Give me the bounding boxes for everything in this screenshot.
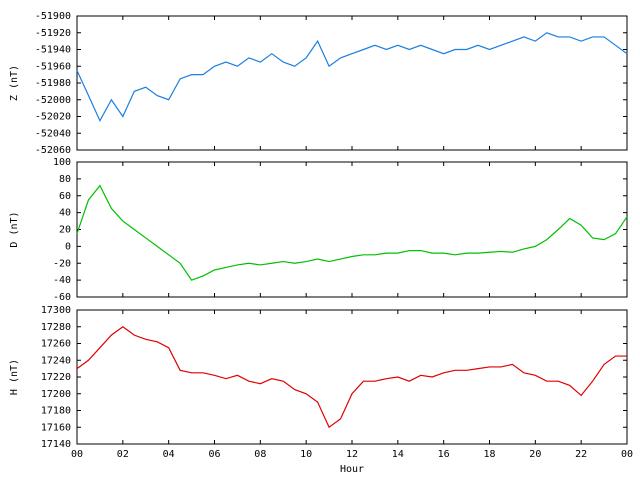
y-tick-label: -52040 [35,128,71,139]
data-line [76,32,628,123]
y-tick-label: -40 [53,275,71,286]
y-tick-label: 17140 [41,439,71,450]
x-axis-label: Hour [340,464,364,475]
y-tick-label: 100 [53,157,71,168]
y-axis-label: H (nT) [9,359,20,395]
y-tick-label: -51920 [35,28,71,39]
y-tick-label: 17300 [41,305,71,316]
y-axis-label: D (nT) [9,211,20,247]
y-tick-label: 17160 [41,422,71,433]
y-tick-label: 0 [65,241,71,252]
x-tick-label: 14 [392,449,404,460]
y-tick-label: 17240 [41,355,71,366]
y-tick-label: -51940 [35,45,71,56]
y-tick-label: 17200 [41,389,71,400]
x-tick-label: 02 [117,449,129,460]
y-tick-label: 60 [59,191,71,202]
y-tick-label: 80 [59,174,71,185]
x-tick-label: 04 [163,449,175,460]
y-tick-label: -51900 [35,11,71,22]
x-tick-label: 00 [621,449,633,460]
plot-frame [76,15,628,151]
y-tick-label: -20 [53,258,71,269]
x-tick-label: 10 [300,449,312,460]
y-tick-label: -51980 [35,78,71,89]
y-tick-label: -52000 [35,95,71,106]
x-tick-label: 22 [575,449,587,460]
plot-frame [76,161,628,298]
y-tick-label: -51960 [35,61,71,72]
data-line [76,184,628,281]
plot-frame [76,309,628,445]
y-tick-label: -52060 [35,145,71,156]
y-tick-label: -52020 [35,112,71,123]
y-tick-label: 17180 [41,406,71,417]
data-line [76,326,627,429]
y-tick-label: -60 [53,292,71,303]
y-axis-label: Z (nT) [9,65,20,101]
y-tick-label: 20 [59,225,71,236]
y-tick-label: 17280 [41,322,71,333]
x-tick-label: 08 [254,449,266,460]
x-tick-label: 00 [71,449,83,460]
y-tick-label: 40 [59,208,71,219]
x-tick-label: 12 [346,449,358,460]
y-tick-label: 17260 [41,339,71,350]
x-tick-label: 18 [483,449,495,460]
x-tick-label: 06 [208,449,220,460]
y-tick-label: 17220 [41,372,71,383]
x-tick-label: 20 [529,449,541,460]
x-tick-label: 16 [438,449,450,460]
